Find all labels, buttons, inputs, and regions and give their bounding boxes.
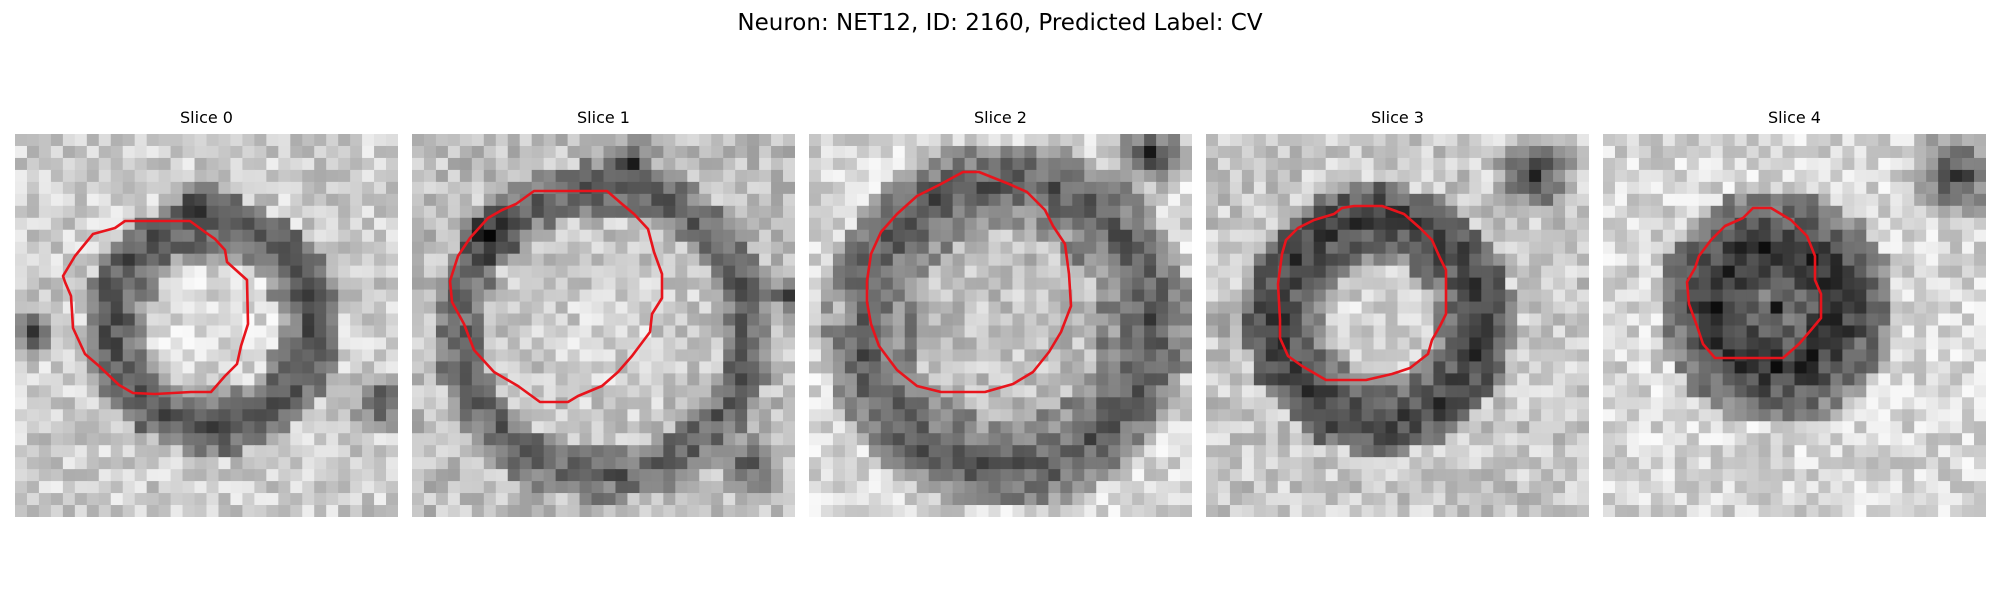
roi-contour <box>1276 204 1448 382</box>
slice-panel-0: Slice 0 <box>15 108 398 517</box>
slice-title: Slice 4 <box>1768 108 1821 127</box>
roi-contour <box>865 170 1073 394</box>
slice-image <box>809 134 1192 517</box>
roi-contour <box>61 219 250 396</box>
slice-title: Slice 0 <box>180 108 233 127</box>
roi-contour <box>448 189 664 404</box>
slice-pixel-grid <box>412 134 795 517</box>
slice-pixel-grid <box>809 134 1192 517</box>
slice-pixel-grid <box>1206 134 1589 517</box>
slice-pixel-grid <box>15 134 398 517</box>
figure-title: Neuron: NET12, ID: 2160, Predicted Label… <box>737 10 1263 36</box>
slice-panel-3: Slice 3 <box>1206 108 1589 517</box>
slice-title: Slice 2 <box>974 108 1027 127</box>
slice-image <box>1206 134 1589 517</box>
slice-panel-2: Slice 2 <box>809 108 1192 517</box>
slice-title: Slice 3 <box>1371 108 1424 127</box>
slice-panel-1: Slice 1 <box>412 108 795 517</box>
slice-title: Slice 1 <box>577 108 630 127</box>
slice-panel-4: Slice 4 <box>1603 108 1986 517</box>
slice-image <box>15 134 398 517</box>
slice-pixel-grid <box>1603 134 1986 517</box>
slice-image <box>1603 134 1986 517</box>
slice-image <box>412 134 795 517</box>
roi-contour <box>1685 206 1823 360</box>
